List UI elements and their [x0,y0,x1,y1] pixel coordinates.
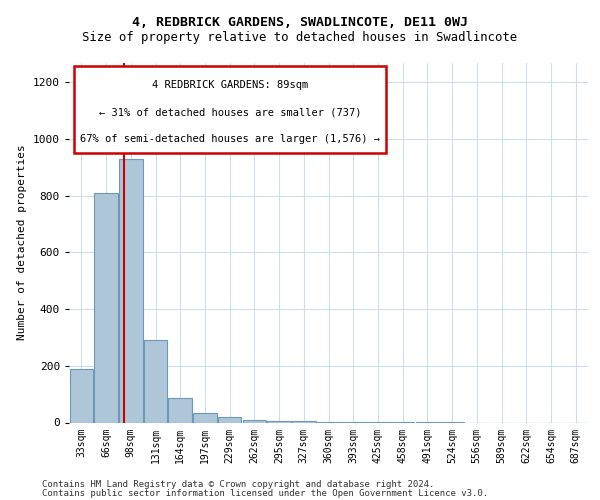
FancyBboxPatch shape [74,66,386,152]
Bar [144,340,167,422]
Text: 4 REDBRICK GARDENS: 89sqm: 4 REDBRICK GARDENS: 89sqm [152,80,308,90]
Bar [169,398,192,422]
Bar [193,412,217,422]
Bar [218,417,241,422]
Bar [292,421,316,422]
Bar [70,368,93,422]
Bar [268,421,291,422]
Bar [119,159,143,422]
Y-axis label: Number of detached properties: Number of detached properties [17,144,28,340]
Text: ← 31% of detached houses are smaller (737): ← 31% of detached houses are smaller (73… [98,108,361,118]
Bar [94,193,118,422]
Text: Contains public sector information licensed under the Open Government Licence v3: Contains public sector information licen… [42,488,488,498]
Text: 4, REDBRICK GARDENS, SWADLINCOTE, DE11 0WJ: 4, REDBRICK GARDENS, SWADLINCOTE, DE11 0… [132,16,468,29]
Text: Size of property relative to detached houses in Swadlincote: Size of property relative to detached ho… [82,31,518,44]
Text: Contains HM Land Registry data © Crown copyright and database right 2024.: Contains HM Land Registry data © Crown c… [42,480,434,489]
Bar [242,420,266,422]
Text: 67% of semi-detached houses are larger (1,576) →: 67% of semi-detached houses are larger (… [80,134,380,144]
